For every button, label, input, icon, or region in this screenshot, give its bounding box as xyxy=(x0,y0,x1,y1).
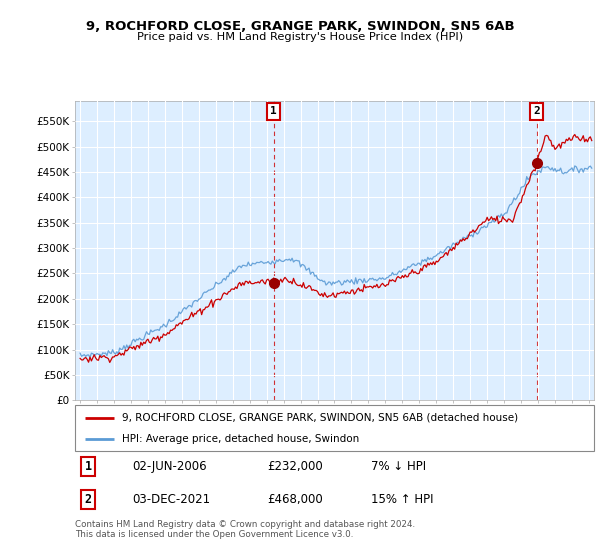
Text: Contains HM Land Registry data © Crown copyright and database right 2024.
This d: Contains HM Land Registry data © Crown c… xyxy=(75,520,415,539)
Text: 15% ↑ HPI: 15% ↑ HPI xyxy=(371,493,433,506)
Text: Price paid vs. HM Land Registry's House Price Index (HPI): Price paid vs. HM Land Registry's House … xyxy=(137,32,463,42)
FancyBboxPatch shape xyxy=(75,405,594,451)
Text: 1: 1 xyxy=(85,460,92,473)
Text: 9, ROCHFORD CLOSE, GRANGE PARK, SWINDON, SN5 6AB (detached house): 9, ROCHFORD CLOSE, GRANGE PARK, SWINDON,… xyxy=(122,413,518,423)
Text: 1: 1 xyxy=(271,106,277,116)
Text: £468,000: £468,000 xyxy=(267,493,323,506)
Text: £232,000: £232,000 xyxy=(267,460,323,473)
Text: 2: 2 xyxy=(85,493,92,506)
Text: HPI: Average price, detached house, Swindon: HPI: Average price, detached house, Swin… xyxy=(122,435,359,444)
Text: 7% ↓ HPI: 7% ↓ HPI xyxy=(371,460,426,473)
Text: 2: 2 xyxy=(533,106,540,116)
Text: 9, ROCHFORD CLOSE, GRANGE PARK, SWINDON, SN5 6AB: 9, ROCHFORD CLOSE, GRANGE PARK, SWINDON,… xyxy=(86,20,514,32)
Text: 02-JUN-2006: 02-JUN-2006 xyxy=(132,460,207,473)
Text: 03-DEC-2021: 03-DEC-2021 xyxy=(132,493,210,506)
